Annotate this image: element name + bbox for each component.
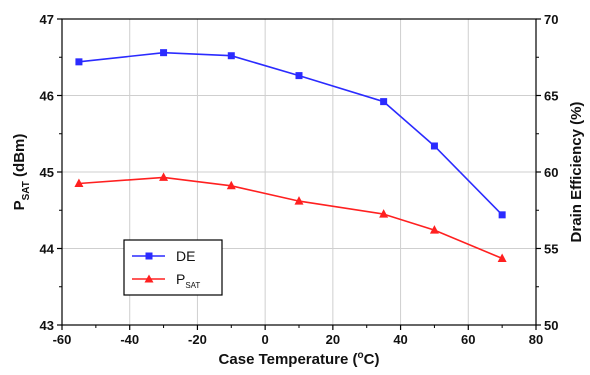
y-left-tick-label: 43 [40, 318, 54, 333]
data-point-de [227, 52, 235, 60]
y-right-tick-label: 50 [544, 318, 558, 333]
y-right-tick-label: 65 [544, 89, 558, 104]
x-tick-label: -20 [188, 332, 207, 347]
data-point-psat [74, 178, 84, 187]
x-tick-label: 0 [262, 332, 269, 347]
y-right-tick-label: 55 [544, 242, 558, 257]
y-left-tick-label: 44 [40, 242, 55, 257]
data-point-psat [497, 253, 507, 262]
legend: DE PSAT [123, 239, 223, 296]
data-point-de [430, 142, 438, 150]
data-point-psat [294, 196, 304, 205]
data-point-de [75, 58, 83, 66]
x-tick-label: 40 [393, 332, 407, 347]
data-point-de [380, 98, 388, 106]
legend-label-psat: PSAT [176, 271, 200, 290]
y-right-tick-label: 70 [544, 12, 558, 27]
data-point-psat [226, 180, 236, 190]
x-tick-label: -60 [53, 332, 72, 347]
data-point-de [498, 211, 506, 219]
series-line-de [78, 51, 503, 216]
x-tick-label: 80 [529, 332, 543, 347]
x-tick-label: -40 [120, 332, 139, 347]
legend-label-de: DE [176, 248, 195, 264]
x-tick-label: 60 [461, 332, 475, 347]
data-point-psat [429, 225, 439, 234]
y-left-tick-label: 45 [40, 165, 54, 180]
y-right-axis-title: Drain Efficiency (%) [568, 102, 585, 243]
x-axis-title: Case Temperature (oC) [219, 350, 380, 368]
y-left-tick-label: 47 [40, 12, 54, 27]
series [74, 49, 507, 262]
ticks: -60 -40 -20 0 20 40 60 80 43 44 45 46 47 50 55 60 65 70 [40, 12, 559, 347]
data-point-de [295, 72, 303, 80]
x-tick-label: 20 [326, 332, 340, 347]
legend-box [123, 239, 223, 296]
y-right-tick-label: 60 [544, 165, 558, 180]
legend-marker-psat [144, 274, 154, 283]
data-point-de [160, 49, 168, 57]
data-point-psat [379, 209, 389, 218]
y-left-axis-title: PSAT (dBm) [11, 134, 32, 211]
y-left-tick-label: 46 [40, 89, 54, 104]
legend-marker-de [145, 252, 153, 260]
data-point-psat [159, 172, 169, 181]
